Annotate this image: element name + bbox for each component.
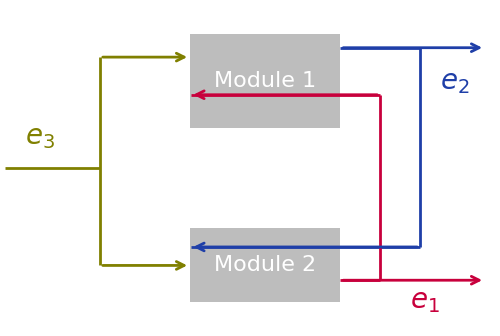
Text: $\boldsymbol{e_3}$: $\boldsymbol{e_3}$ xyxy=(25,123,55,151)
Text: $\boldsymbol{e_2}$: $\boldsymbol{e_2}$ xyxy=(440,68,470,96)
FancyBboxPatch shape xyxy=(190,228,340,302)
Text: Module 2: Module 2 xyxy=(214,255,316,276)
Text: $\boldsymbol{e_1}$: $\boldsymbol{e_1}$ xyxy=(410,287,440,315)
Text: Module 1: Module 1 xyxy=(214,71,316,91)
FancyBboxPatch shape xyxy=(190,34,340,128)
